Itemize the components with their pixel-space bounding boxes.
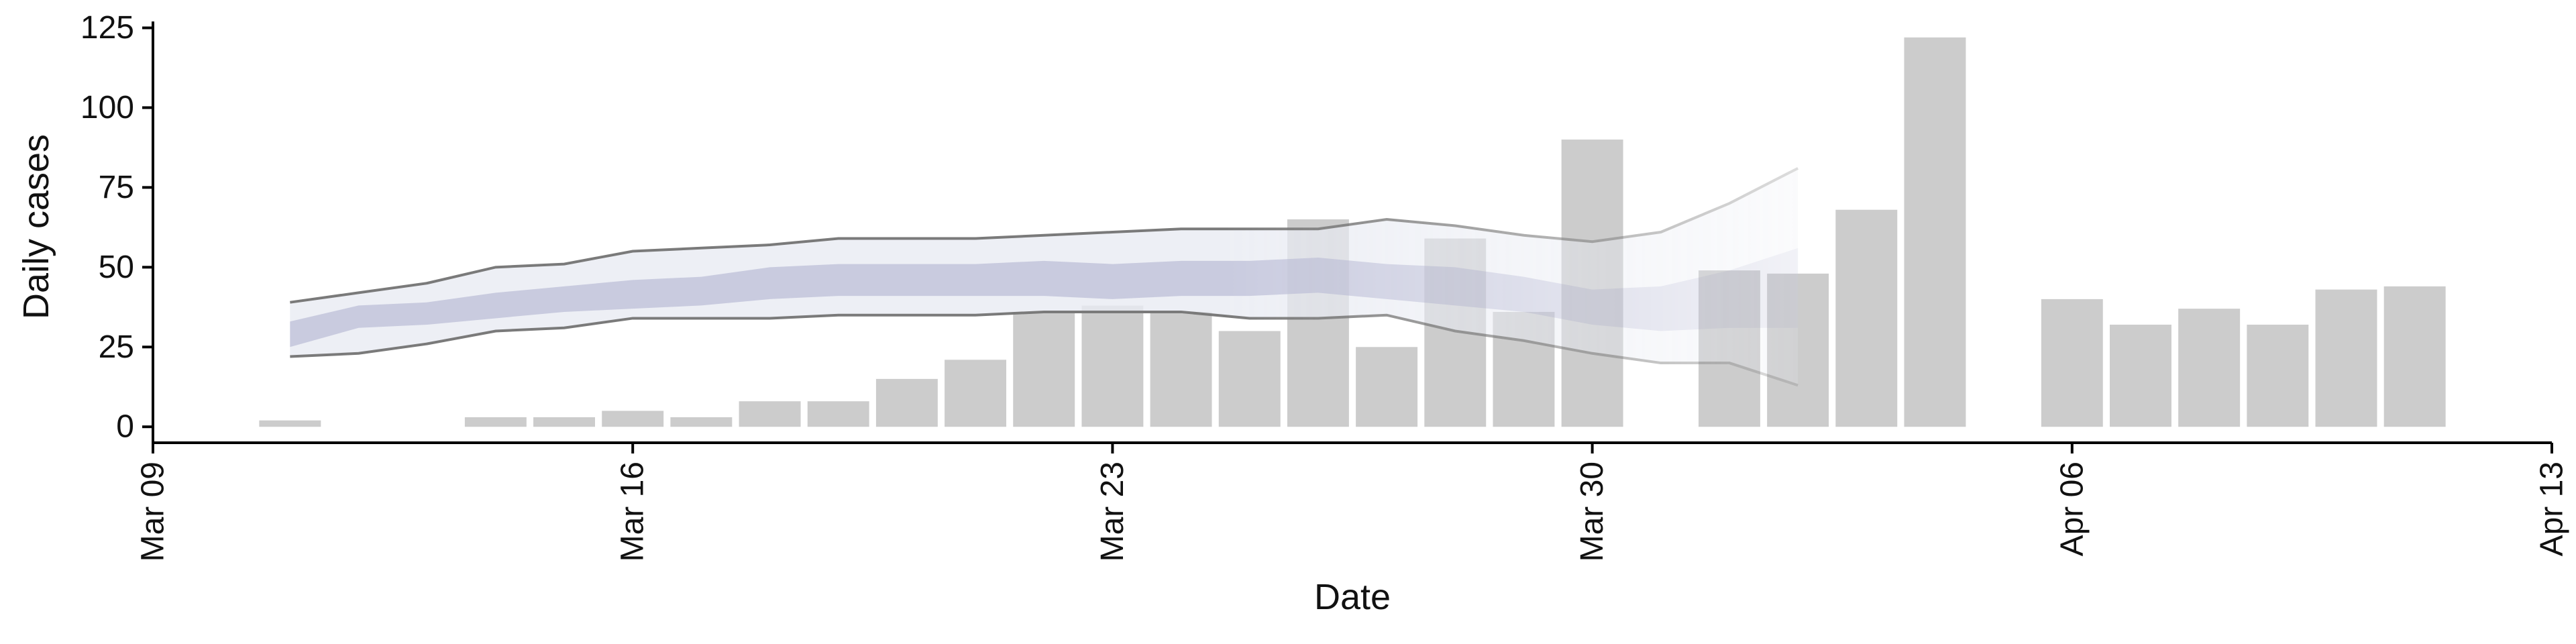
bar-2020-03-20	[875, 378, 938, 427]
bar-2020-03-25	[1218, 331, 1281, 427]
bar-2020-03-11	[259, 420, 321, 427]
x-tick-label: Mar 16	[615, 462, 651, 561]
y-tick-label: 0	[116, 409, 134, 445]
y-tick-label: 125	[80, 10, 134, 46]
band-lower-line	[290, 310, 1799, 387]
bar-2020-03-15	[533, 417, 595, 427]
y-tick-label: 100	[80, 90, 134, 125]
bar-2020-03-24	[1150, 311, 1212, 427]
x-tick-label: Mar 23	[1095, 462, 1130, 561]
x-tick-label: Mar 09	[136, 462, 171, 561]
x-tick-label: Apr 06	[2054, 462, 2090, 556]
bar-2020-03-16	[602, 411, 664, 427]
bars-layer	[259, 37, 2446, 427]
nowcast-band	[290, 167, 1799, 387]
y-axis: 0 25 50 75 100 125	[80, 10, 154, 445]
bar-2020-03-14	[464, 417, 527, 427]
bar-2020-04-04	[1904, 37, 1966, 427]
bar-2020-04-07	[2109, 324, 2171, 427]
bar-2020-04-06	[2041, 299, 2103, 427]
x-tick-label: Apr 13	[2534, 462, 2570, 556]
x-tick-label: Mar 30	[1574, 462, 1610, 561]
bar-2020-03-17	[670, 417, 733, 427]
bar-2020-03-19	[807, 401, 869, 427]
bar-2020-03-27	[1356, 347, 1418, 427]
bar-2020-04-10	[2315, 289, 2377, 427]
x-axis: Mar 09 Mar 16 Mar 23 Mar 30 Apr 06 Apr 13	[136, 441, 2570, 561]
bar-2020-03-23	[1081, 305, 1144, 427]
y-tick-label: 75	[99, 170, 134, 205]
bar-2020-04-09	[2247, 324, 2309, 427]
bar-2020-04-11	[2383, 286, 2446, 427]
bar-2020-04-08	[2178, 309, 2241, 427]
x-axis-label: Date	[1314, 577, 1391, 617]
y-axis-label: Daily cases	[16, 134, 56, 319]
bar-2020-03-18	[739, 401, 801, 427]
y-tick-label: 25	[99, 329, 134, 365]
bar-2020-03-22	[1013, 311, 1075, 427]
band-inner-area	[290, 248, 1799, 347]
bar-2020-04-03	[1835, 209, 1898, 427]
band-upper-line	[290, 167, 1799, 304]
bar-2020-03-21	[945, 360, 1007, 427]
y-tick-label: 50	[99, 250, 134, 285]
